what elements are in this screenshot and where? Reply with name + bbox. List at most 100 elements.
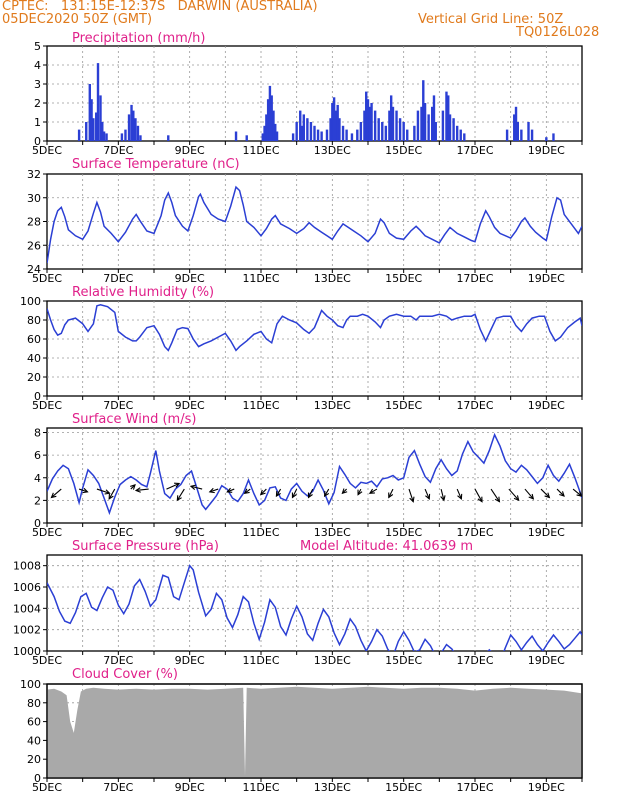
precip-bar	[295, 122, 298, 141]
precip-bar	[127, 114, 131, 141]
precip-bar	[452, 118, 455, 141]
temp-xtick-label: 19DEC	[528, 272, 565, 285]
wind-wind-arrow	[190, 485, 203, 490]
precip-bar	[102, 131, 106, 141]
precip-bar	[422, 80, 425, 141]
wind-wind-arrow	[369, 488, 378, 494]
wind-wind-arrowhead	[243, 488, 250, 494]
wind-wind-arrow	[440, 488, 445, 501]
wind-wind-arrowhead	[513, 495, 520, 502]
wind-wind-arrowhead	[576, 491, 583, 497]
precip-bar	[268, 85, 272, 141]
precip-bar	[381, 122, 384, 141]
precip-bar	[441, 110, 445, 141]
precip-title: Precipitation (mm/h)	[72, 31, 205, 46]
rh-xtick-label: 13DEC	[314, 399, 351, 412]
wind-wind-arrowhead	[176, 495, 182, 502]
pres-xtick-label: 5DEC	[32, 654, 62, 667]
precip-bar	[366, 99, 370, 141]
wind-wind-arrowhead	[50, 492, 57, 499]
wind-wind-arrow	[209, 488, 219, 493]
precip-bar	[245, 135, 248, 141]
precip-bar	[336, 104, 339, 141]
pres-frame	[46, 554, 583, 652]
precip-bar	[377, 118, 380, 141]
wind-wind-arrow	[556, 488, 565, 497]
precip-bar	[99, 95, 102, 141]
temp-xtick-label: 13DEC	[314, 272, 351, 285]
wind-wind-arrowhead	[134, 487, 141, 493]
wind-xtick-label: 15DEC	[385, 526, 422, 539]
precip-xtick-label: 9DEC	[175, 144, 205, 157]
precip-bar	[274, 123, 277, 141]
rh-xtick-label: 9DEC	[175, 399, 205, 412]
pres-xtick-label: 7DEC	[103, 654, 133, 667]
temp-series-line	[47, 185, 582, 264]
wind-wind-arrowhead	[189, 484, 196, 490]
pres-xtick-label: 13DEC	[314, 654, 351, 667]
pres-xtick-label: 11DEC	[242, 654, 279, 667]
pres-ytick-label: 1008	[13, 560, 41, 573]
wind-wind-arrow	[176, 488, 185, 501]
precip-bar	[514, 106, 518, 141]
temp-xtick-label: 5DEC	[32, 272, 62, 285]
pres-series-line	[47, 564, 582, 651]
precip-ytick-label: 4	[34, 59, 41, 72]
precip-bar	[88, 84, 91, 141]
wind-ytick-label: 8	[34, 427, 41, 440]
cloud-xtick-label: 7DEC	[103, 781, 133, 794]
rh-xtick-label: 7DEC	[103, 399, 133, 412]
precip-bar	[527, 122, 530, 141]
cloud-xtick-label: 9DEC	[175, 781, 205, 794]
precip-bar	[101, 122, 104, 141]
wind-wind-arrowhead	[226, 487, 233, 493]
rh-title: Relative Humidity (%)	[72, 285, 214, 300]
wind-xtick-label: 7DEC	[103, 526, 133, 539]
precip-bar	[520, 129, 523, 141]
pres-xtick-label: 15DEC	[385, 654, 422, 667]
wind-wind-arrow	[78, 488, 88, 493]
cloud-xtick-label: 15DEC	[385, 781, 422, 794]
precip-bar	[265, 114, 268, 141]
precip-bar	[432, 95, 436, 141]
precip-ytick-label: 0	[34, 135, 41, 148]
precip-bar	[96, 63, 100, 141]
precip-bar	[445, 91, 448, 141]
pres-xtick-label: 9DEC	[175, 654, 205, 667]
run-code-label: TQ0126L028	[516, 25, 600, 40]
precip-bar	[313, 125, 316, 141]
temp-ytick-label: 32	[27, 168, 41, 181]
precip-bar	[325, 129, 329, 141]
wind-wind-arrow	[308, 488, 314, 498]
wind-wind-arrowhead	[559, 491, 565, 497]
temp-ytick-label: 24	[27, 263, 41, 276]
wind-title: Surface Wind (m/s)	[72, 412, 196, 427]
rh-xtick-label: 17DEC	[456, 399, 493, 412]
wind-wind-arrow	[51, 488, 62, 498]
precip-bar	[455, 125, 459, 141]
wind-wind-arrowhead	[544, 492, 551, 499]
rh-ytick-label: 40	[27, 352, 41, 365]
precip-bar	[261, 133, 264, 141]
wind-wind-arrow	[108, 488, 116, 500]
precip-bar	[263, 125, 266, 141]
cloud-ytick-label: 40	[27, 734, 41, 747]
precip-bar	[130, 104, 133, 141]
precip-bar	[332, 97, 336, 141]
precip-bar	[275, 131, 279, 141]
cloud-area	[47, 686, 582, 778]
wind-wind-arrowhead	[425, 493, 431, 500]
precip-bar	[402, 122, 405, 141]
precip-bar	[341, 125, 345, 141]
wind-wind-arrowhead	[108, 493, 114, 500]
wind-wind-arrow	[135, 488, 149, 492]
precip-xtick-label: 17DEC	[456, 144, 493, 157]
precip-bar	[389, 95, 393, 141]
precip-bar	[124, 129, 127, 141]
cloud-ytick-label: 60	[27, 716, 41, 729]
precip-bar	[395, 110, 398, 141]
cloud-xtick-label: 19DEC	[528, 781, 565, 794]
precip-ytick-label: 1	[34, 116, 41, 129]
precip-bar	[234, 131, 238, 141]
